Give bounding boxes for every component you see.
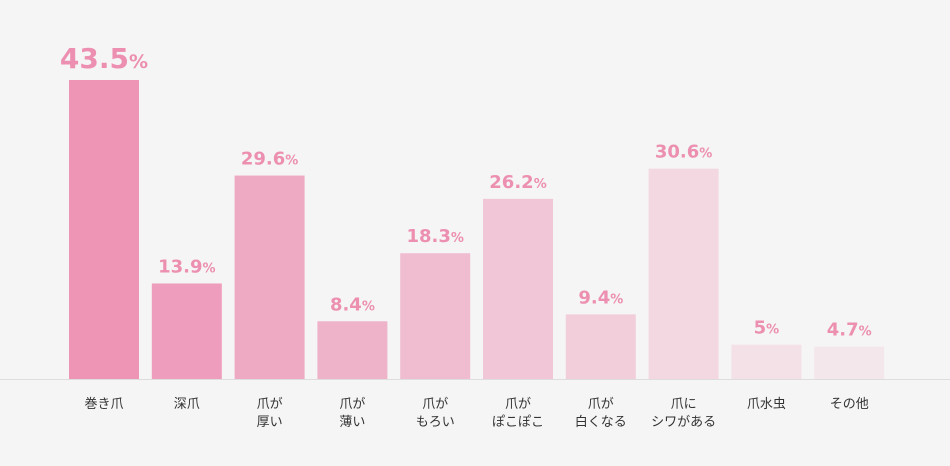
bar xyxy=(234,175,305,379)
data-label: 9.4% xyxy=(578,287,623,308)
category-label: 白くなる xyxy=(575,414,627,430)
category-label: もろい xyxy=(416,415,455,430)
category-label: 爪が xyxy=(422,397,448,412)
bar xyxy=(400,253,471,379)
data-label: 43.5% xyxy=(60,42,148,75)
category-label: 深爪 xyxy=(174,397,200,412)
category-label: 爪水虫 xyxy=(747,397,786,412)
data-label: 4.7% xyxy=(827,320,872,341)
category-label: 薄い xyxy=(339,415,365,430)
data-label: 8.4% xyxy=(330,294,375,315)
bar xyxy=(151,283,222,379)
bar xyxy=(648,168,719,379)
bar xyxy=(483,198,553,379)
category-label: 厚い xyxy=(257,415,283,430)
bar xyxy=(565,314,636,379)
bar xyxy=(317,321,388,379)
category-label: 爪が xyxy=(257,397,283,412)
category-label: 巻き爪 xyxy=(84,397,123,412)
data-label: 18.3% xyxy=(406,226,463,247)
data-label: 26.2% xyxy=(489,172,546,193)
bar xyxy=(814,346,885,379)
data-label: 30.6% xyxy=(655,142,712,163)
data-label: 13.9% xyxy=(158,256,215,277)
category-label: 爪に xyxy=(671,397,697,412)
data-label: 29.6% xyxy=(241,149,298,170)
bar xyxy=(69,80,139,379)
category-label: 爪が xyxy=(588,397,614,412)
category-label: シワがある xyxy=(651,415,716,430)
bar xyxy=(731,344,802,379)
category-label: その他 xyxy=(830,397,869,412)
category-label: ぽこぽこ xyxy=(492,415,544,430)
data-label: 5% xyxy=(754,318,780,339)
category-label: 爪が xyxy=(505,397,531,412)
category-label: 爪が xyxy=(339,397,365,412)
